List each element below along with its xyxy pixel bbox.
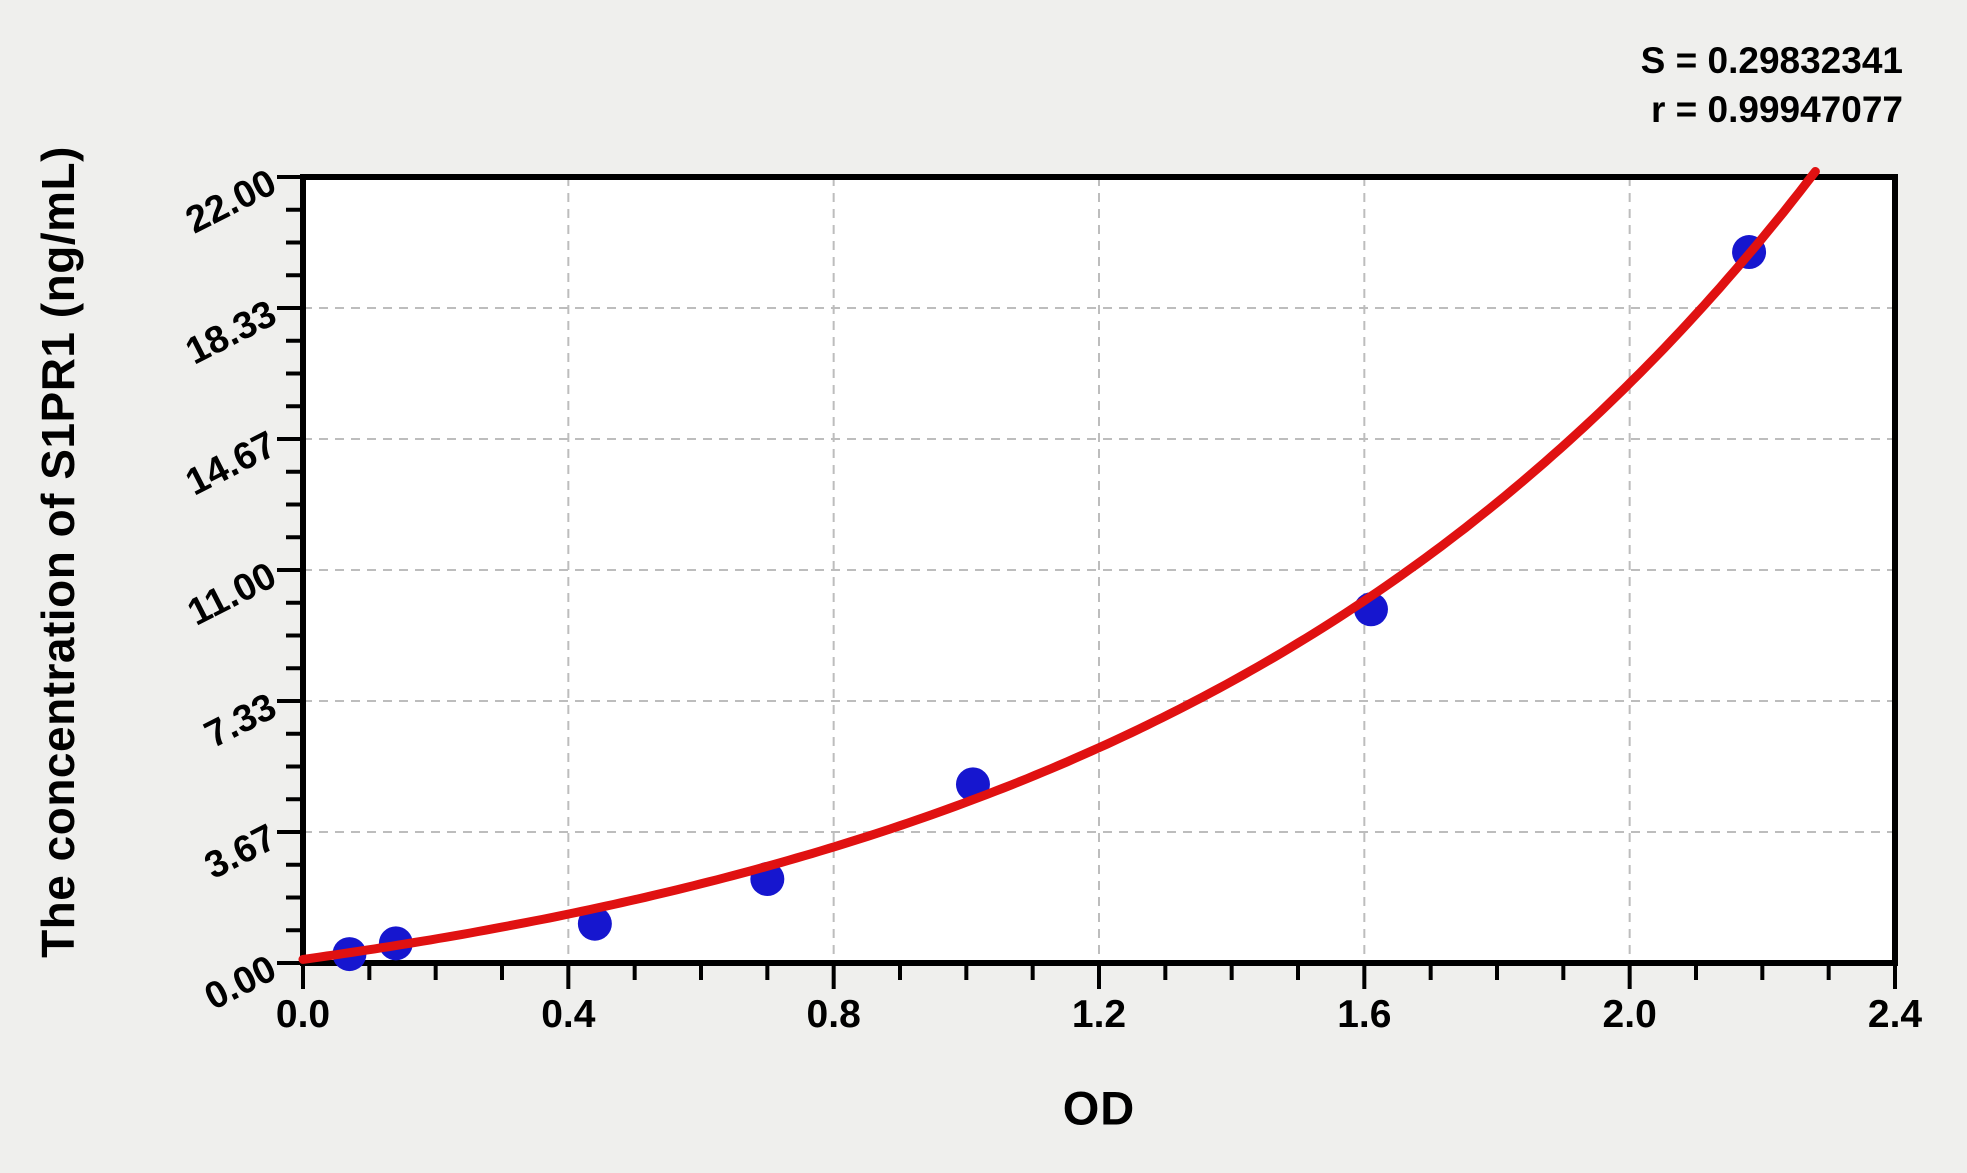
x-tick-label: 1.6 (1337, 993, 1391, 1036)
plot-border (300, 174, 1898, 966)
x-tick-label: 0.0 (276, 993, 330, 1036)
y-tick-label: 18.33 (179, 293, 283, 374)
y-tick-label: 3.67 (198, 817, 283, 888)
x-tick-label: 2.4 (1868, 993, 1923, 1036)
fit-curve (298, 167, 1820, 964)
x-tick-label: 0.8 (807, 993, 861, 1036)
y-tick-label: 22.00 (179, 162, 283, 243)
x-tick-label: 1.2 (1072, 993, 1126, 1036)
x-tick-label: 0.4 (541, 993, 596, 1036)
y-tick-label: 7.33 (198, 686, 283, 757)
fit-statistics: S = 0.29832341 r = 0.99947077 (1641, 36, 1903, 134)
y-axis-title: The concentration of S1PR1 (ng/mL) (32, 146, 84, 958)
data-point (577, 906, 612, 941)
y-tick-label: 0.00 (198, 948, 283, 1019)
stat-s-value: S = 0.29832341 (1640, 40, 1903, 81)
x-axis-title: OD (1062, 1081, 1136, 1135)
stat-r-value: r = 0.99947077 (1650, 89, 1903, 130)
y-tick-label: 14.67 (179, 424, 283, 505)
y-tick-label: 11.00 (181, 555, 283, 635)
x-tick-label: 2.0 (1603, 993, 1657, 1036)
